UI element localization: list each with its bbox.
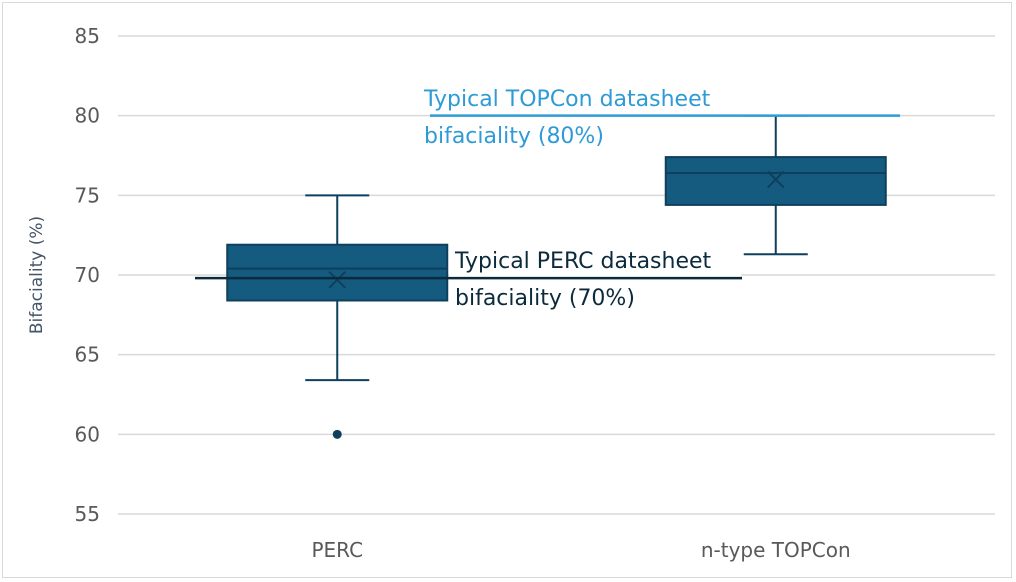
box-topcon xyxy=(664,114,887,256)
mean-marker xyxy=(328,271,346,289)
y-tick-label: 70 xyxy=(75,263,100,287)
y-tick-label: 60 xyxy=(75,422,100,446)
x-category-label: PERC xyxy=(311,538,363,562)
mean-marker xyxy=(767,170,785,189)
x-category-label: n-type TOPCon xyxy=(701,538,851,562)
y-tick-labels: 55 60 65 70 75 80 85 xyxy=(75,24,100,526)
box-perc xyxy=(226,194,449,439)
y-tick-label: 75 xyxy=(75,183,100,207)
reference-label-topcon-line2: bifaciality (80%) xyxy=(424,124,604,149)
y-axis-label: Bifaciality (%) xyxy=(27,216,47,334)
boxes xyxy=(226,114,887,439)
y-tick-label: 80 xyxy=(75,104,100,128)
box-iqr xyxy=(664,156,887,206)
outlier-point xyxy=(332,429,342,439)
reference-label-perc-line1: Typical PERC datasheet xyxy=(454,249,712,274)
category-labels: PERC n-type TOPCon xyxy=(311,538,850,562)
y-tick-label: 85 xyxy=(75,24,100,48)
y-tick-label: 65 xyxy=(75,343,100,367)
reference-lines: Typical TOPCon datasheet bifaciality (80%… xyxy=(195,87,900,311)
box-iqr xyxy=(226,243,449,302)
reference-label-perc-line2: bifaciality (70%) xyxy=(455,286,635,311)
reference-label-topcon-line1: Typical TOPCon datasheet xyxy=(423,87,711,112)
y-tick-label: 55 xyxy=(75,502,100,526)
